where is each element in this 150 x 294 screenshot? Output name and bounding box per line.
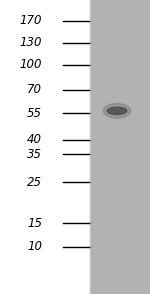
Text: 40: 40 <box>27 133 42 146</box>
Text: 130: 130 <box>20 36 42 49</box>
Ellipse shape <box>103 103 131 118</box>
Bar <box>90 0 150 294</box>
Ellipse shape <box>107 107 127 115</box>
Text: 70: 70 <box>27 83 42 96</box>
Text: 25: 25 <box>27 176 42 189</box>
Text: 15: 15 <box>27 217 42 230</box>
Text: 10: 10 <box>27 240 42 253</box>
Bar <box>0 0 90 294</box>
Text: 170: 170 <box>20 14 42 27</box>
Text: 35: 35 <box>27 148 42 161</box>
Text: 100: 100 <box>20 58 42 71</box>
Text: 55: 55 <box>27 107 42 120</box>
